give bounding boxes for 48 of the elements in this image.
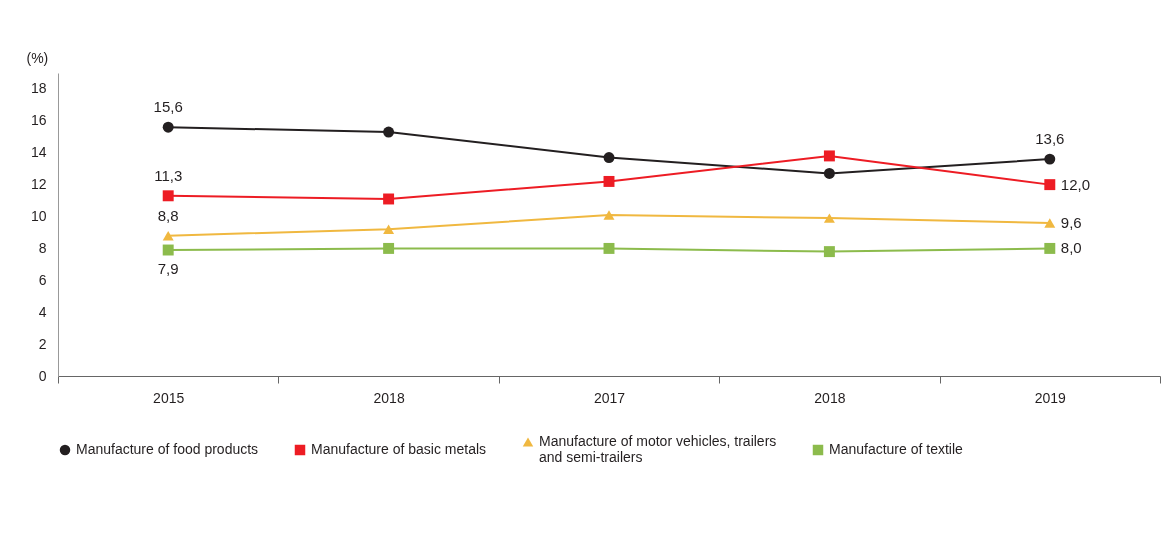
point bbox=[383, 242, 395, 254]
legend-label: Manufacture of textile bbox=[829, 441, 964, 457]
y-axis-title: (%) bbox=[26, 49, 49, 66]
y-tick-label: 0 bbox=[38, 367, 47, 384]
x-tick-label: 2017 bbox=[593, 389, 626, 406]
data-label: 15,6 bbox=[153, 98, 183, 116]
legend-label: Manufacture of food products bbox=[76, 441, 259, 457]
y-tick-label: 18 bbox=[30, 80, 47, 97]
point bbox=[823, 213, 835, 223]
data-label: 7,9 bbox=[157, 260, 179, 278]
legend-label: Manufacture of motor vehicles, trailers and semi-trailers bbox=[539, 433, 777, 465]
point bbox=[603, 175, 615, 187]
data-label: 12,0 bbox=[1060, 175, 1090, 193]
point bbox=[162, 230, 174, 241]
data-label: 8,0 bbox=[1060, 239, 1082, 257]
point bbox=[162, 121, 174, 133]
point bbox=[383, 126, 395, 138]
x-tick-label: 2018 bbox=[814, 389, 846, 406]
y-tick-label: 12 bbox=[30, 176, 47, 193]
x-tick-label: 2015 bbox=[153, 389, 185, 406]
data-label: 11,3 bbox=[154, 166, 183, 184]
point bbox=[823, 168, 835, 179]
y-tick-label: 8 bbox=[38, 239, 47, 256]
y-tick-label: 14 bbox=[30, 144, 47, 161]
point bbox=[603, 152, 615, 163]
y-tick-label: 6 bbox=[38, 271, 47, 288]
point bbox=[383, 193, 395, 205]
data-label: 13,6 bbox=[1035, 130, 1065, 148]
data-label: 8,8 bbox=[157, 206, 179, 224]
point bbox=[383, 224, 395, 235]
point bbox=[603, 210, 615, 220]
point bbox=[1044, 242, 1056, 254]
point bbox=[162, 190, 174, 202]
x-tick-label: 2019 bbox=[1034, 389, 1067, 406]
y-tick-label: 4 bbox=[38, 303, 47, 320]
data-label: 9,6 bbox=[1060, 213, 1082, 231]
y-tick-label: 10 bbox=[30, 208, 47, 225]
legend-label: Manufacture of basic metals bbox=[311, 441, 487, 457]
point bbox=[1044, 153, 1056, 165]
point bbox=[1044, 179, 1056, 191]
point bbox=[823, 246, 835, 258]
point bbox=[1044, 218, 1056, 228]
x-tick-label: 2018 bbox=[373, 389, 405, 406]
point bbox=[823, 150, 835, 162]
y-tick-label: 16 bbox=[30, 112, 47, 129]
point bbox=[162, 244, 174, 256]
y-tick-label: 2 bbox=[38, 335, 47, 352]
point bbox=[603, 242, 615, 254]
